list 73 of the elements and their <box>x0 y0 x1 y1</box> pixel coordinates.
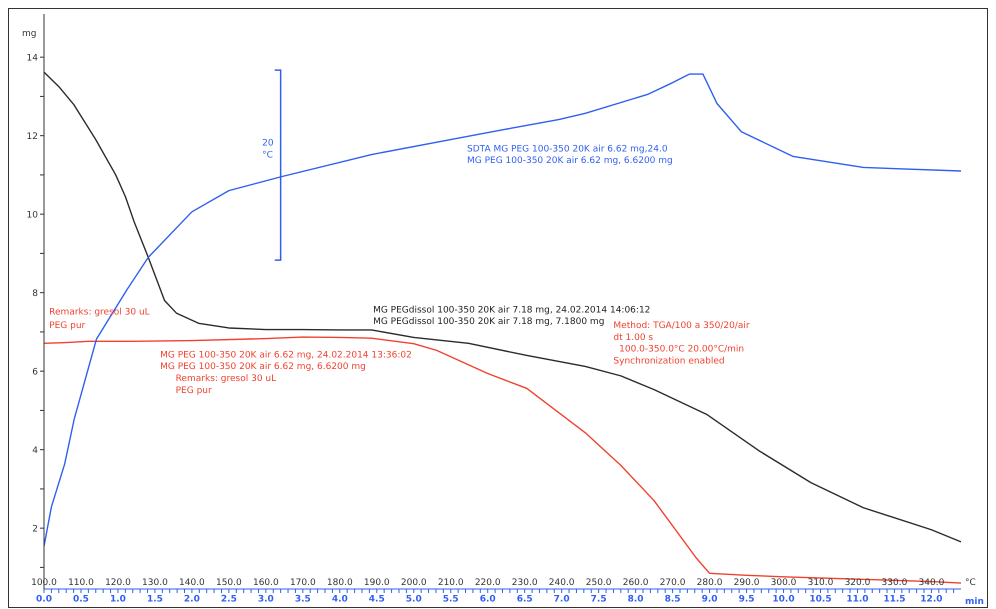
y-tick-label: 2 <box>32 524 38 534</box>
x2-tick-label: 150.0 <box>216 578 242 588</box>
annotation: Method: TGA/100 a 350/20/air <box>613 320 750 331</box>
annotation: SDTA MG PEG 100-350 20K air 6.62 mg,24.0 <box>467 144 668 154</box>
x-tick-label: 1.5 <box>146 594 163 604</box>
x2-axis-title: °C <box>965 578 976 588</box>
x-tick-label: 1.0 <box>110 594 126 604</box>
x2-tick-label: 310.0 <box>808 578 834 588</box>
y-tick-label: 12 <box>26 132 38 142</box>
y-tick-label: 6 <box>32 367 38 378</box>
y-axis-title: mg <box>22 29 36 39</box>
x-tick-label: 6.0 <box>480 594 496 604</box>
annotation: MG PEG 100-350 20K air 6.62 mg, 6.6200 mg <box>160 362 366 372</box>
x2-tick-label: 220.0 <box>474 578 501 588</box>
x-tick-label: 7.0 <box>554 594 570 604</box>
y-tick-label: 8 <box>32 288 38 299</box>
x-tick-label: 11.0 <box>846 594 869 604</box>
x-tick-label: 6.5 <box>516 594 533 604</box>
annotation: MG PEG 100-350 20K air 6.62 mg, 24.02.2014 13:36:02 <box>160 350 412 360</box>
annotation: dt 1.00 s <box>613 332 654 343</box>
x2-tick-label: 190.0 <box>364 578 390 588</box>
x2-tick-label: 200.0 <box>400 578 427 588</box>
x-tick-label: 5.5 <box>442 594 459 604</box>
annotation: Remarks: gresol 30 uL <box>176 374 276 384</box>
y-tick-label: 4 <box>32 446 38 456</box>
y-tick-label: 10 <box>26 210 38 220</box>
x2-tick-label: 230.0 <box>512 578 538 588</box>
annotation: °C <box>262 150 273 160</box>
x-tick-label: 5.0 <box>406 594 422 604</box>
x2-tick-label: 330.0 <box>882 578 908 588</box>
x2-tick-label: 140.0 <box>179 578 206 588</box>
x-tick-label: 10.5 <box>809 594 832 604</box>
x-tick-label: 12.0 <box>920 594 943 604</box>
x2-tick-label: 290.0 <box>734 578 760 588</box>
x-tick-label: 9.5 <box>738 594 755 604</box>
x2-tick-label: 240.0 <box>548 578 575 588</box>
x-axis-title: min <box>965 597 984 607</box>
x-tick-label: 7.5 <box>590 594 607 604</box>
x2-tick-label: 160.0 <box>252 578 280 588</box>
x2-tick-label: 260.0 <box>622 578 649 588</box>
x2-tick-label: 270.0 <box>660 578 686 588</box>
annotation: 100.0-350.0°C 20.00°C/min <box>613 344 744 355</box>
x-tick-label: 9.0 <box>702 594 718 604</box>
x-tick-label: 11.5 <box>883 594 906 604</box>
x-tick-label: 0.0 <box>36 594 52 604</box>
x-tick-label: 8.5 <box>664 594 681 604</box>
annotation: PEG pur <box>49 320 86 331</box>
x-tick-label: 0.5 <box>73 594 89 604</box>
x-tick-label: 2.5 <box>220 594 237 604</box>
x2-tick-label: 320.0 <box>844 578 871 588</box>
annotation: MG PEGdissol 100-350 20K air 7.18 mg, 7.1800 mg <box>373 317 604 328</box>
x-tick-label: 10.0 <box>772 594 795 604</box>
x2-tick-label: 250.0 <box>586 578 612 588</box>
x2-tick-label: 300.0 <box>770 578 797 588</box>
x2-tick-label: 120.0 <box>105 578 132 588</box>
x-tick-label: 4.5 <box>368 594 385 604</box>
x2-tick-label: 110.0 <box>68 578 94 588</box>
x-tick-label: 3.5 <box>294 594 311 604</box>
annotation: Synchronization enabled <box>613 356 725 366</box>
x2-tick-label: 180.0 <box>326 578 353 588</box>
annotation: 20 <box>262 138 274 148</box>
annotation: MG PEGdissol 100-350 20K air 7.18 mg, 24.02.2014 14:06:12 <box>373 305 650 316</box>
x-tick-label: 2.0 <box>184 594 200 604</box>
x-tick-label: 8.0 <box>628 594 644 604</box>
x2-tick-label: 170.0 <box>290 578 316 588</box>
x-tick-label: 4.0 <box>332 594 348 604</box>
x2-tick-label: 210.0 <box>438 578 464 588</box>
annotation: MG PEG 100-350 20K air 6.62 mg, 6.6200 mg <box>467 156 673 166</box>
x-tick-label: 3.0 <box>258 594 274 604</box>
x2-tick-label: 130.0 <box>142 578 168 588</box>
annotation: PEG pur <box>176 386 212 396</box>
y-tick-label: 14 <box>26 53 38 64</box>
x2-tick-label: 280.0 <box>696 578 723 588</box>
